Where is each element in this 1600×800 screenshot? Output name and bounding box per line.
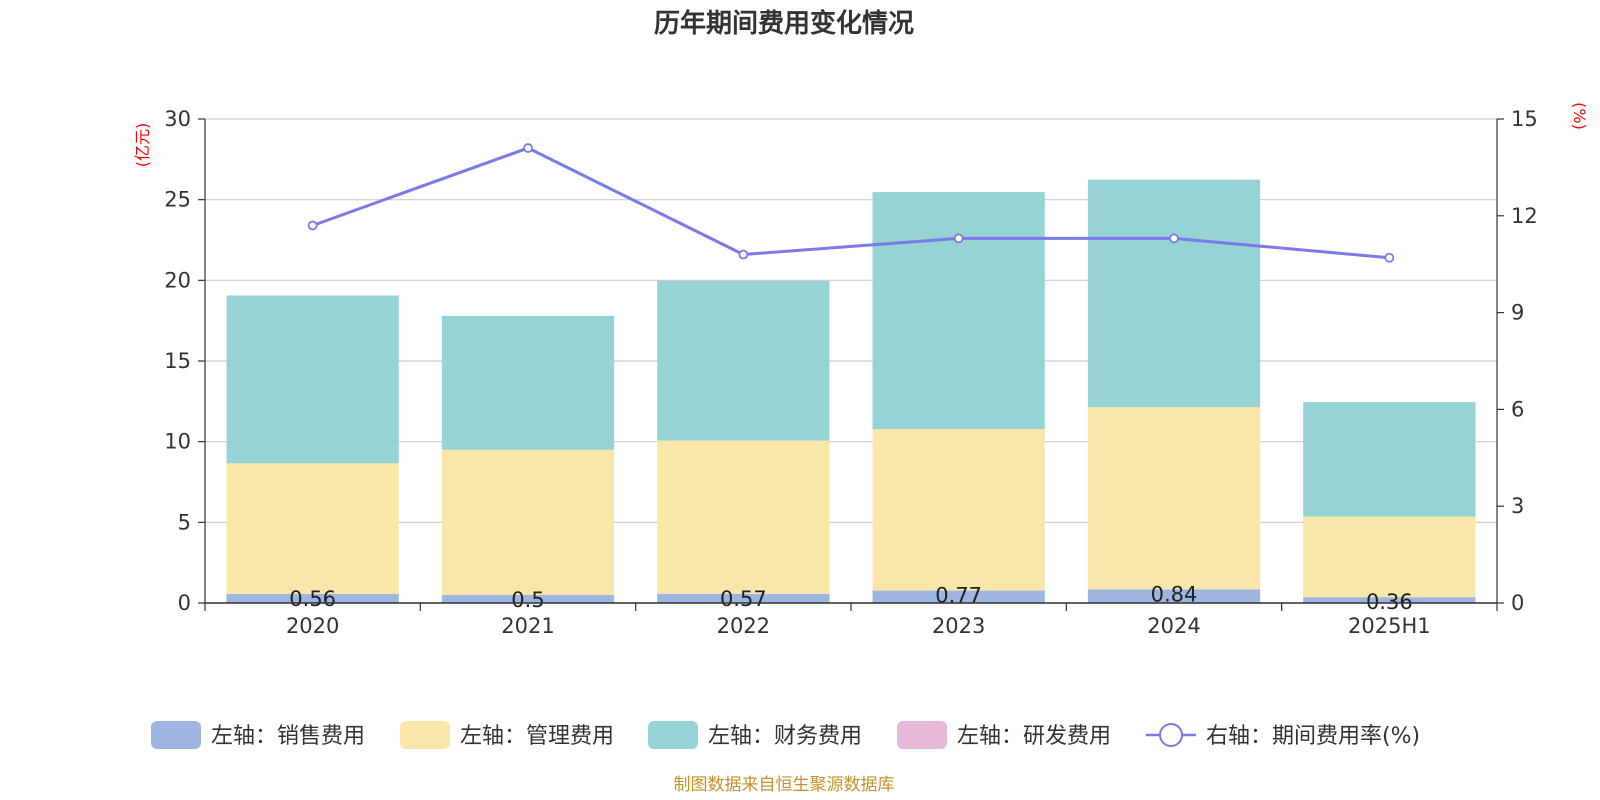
bar-segment <box>657 280 830 441</box>
legend-label: 左轴：销售费用 <box>211 724 365 749</box>
line-point <box>953 233 964 244</box>
bar-segment <box>657 593 830 603</box>
expense-rate-line <box>307 143 1395 263</box>
left-tick-label: 5 <box>178 510 191 534</box>
left-tick-label: 30 <box>164 107 191 131</box>
data-label: 0.36 <box>1366 590 1413 614</box>
axes: 0 5 10 15 20 25 30 0 3 6 9 12 15 2020 2021 2022 2023 2024… <box>164 107 1537 638</box>
legend-label: 左轴：财务费用 <box>708 724 862 749</box>
legend-swatch <box>897 721 947 749</box>
bar-segment <box>441 449 615 595</box>
bar-segment <box>872 590 1045 603</box>
x-tick-label: 2025H1 <box>1348 614 1431 638</box>
data-label: 0.77 <box>935 584 982 608</box>
bar-segment <box>226 593 399 603</box>
legend-swatch <box>400 721 450 749</box>
left-tick-label: 0 <box>178 591 191 615</box>
legend-label: 右轴：期间费用率(%) <box>1206 724 1420 749</box>
bar-segment <box>441 594 615 603</box>
data-label: 0.56 <box>289 587 336 611</box>
bar-segment <box>441 315 615 450</box>
legend-swatch <box>151 721 201 749</box>
bar-segment <box>1087 179 1261 408</box>
left-axis-unit: (亿元) <box>133 123 152 168</box>
x-tick-label: 2022 <box>717 614 770 638</box>
right-tick-label: 0 <box>1511 591 1524 615</box>
bar-segment <box>1303 516 1476 598</box>
bar-segment <box>657 440 830 594</box>
line-point <box>738 249 749 260</box>
legend-label: 左轴：研发费用 <box>957 724 1111 749</box>
bar-segment <box>1303 401 1476 517</box>
legend-swatch <box>648 721 698 749</box>
bar-segment <box>872 429 1045 591</box>
right-axis-unit: (%) <box>1570 102 1589 130</box>
right-tick-label: 3 <box>1511 494 1524 518</box>
bar-series: 0.56 0.5 0.57 0.77 0.84 0.36 <box>226 179 1476 614</box>
bar-segment <box>1303 597 1476 603</box>
x-tick-label: 2021 <box>501 614 554 638</box>
line-point <box>523 143 533 153</box>
x-tick-label: 2023 <box>932 614 985 638</box>
bar-segment <box>226 463 399 594</box>
left-tick-label: 10 <box>164 430 191 454</box>
line-point <box>1169 233 1179 244</box>
right-tick-label: 6 <box>1511 397 1524 421</box>
left-tick-label: 20 <box>164 268 191 292</box>
chart-title: 历年期间费用变化情况 <box>654 8 914 39</box>
data-label: 0.57 <box>720 587 767 611</box>
right-tick-label: 15 <box>1511 107 1538 131</box>
line-point <box>1384 252 1395 263</box>
right-tick-label: 12 <box>1511 204 1538 228</box>
legend: 左轴：销售费用 左轴：管理费用 左轴：财务费用 左轴：研发费用 右轴：期间费用率(%) <box>151 721 1420 749</box>
left-tick-label: 25 <box>164 188 191 212</box>
line-path <box>312 146 1390 260</box>
x-tick-label: 2024 <box>1147 614 1200 638</box>
right-tick-label: 9 <box>1511 301 1524 325</box>
bar-segment <box>1087 589 1261 603</box>
line-point <box>307 220 318 231</box>
left-tick-label: 15 <box>164 349 191 373</box>
source-note: 制图数据来自恒生聚源数据库 <box>674 775 895 795</box>
grid-lines <box>205 118 1497 604</box>
bar-segment <box>872 192 1045 430</box>
bar-segment <box>226 295 399 464</box>
data-label: 0.5 <box>511 588 544 612</box>
legend-label: 左轴：管理费用 <box>460 724 614 749</box>
legend-point-marker <box>1159 723 1183 747</box>
bar-segment <box>1087 407 1261 590</box>
x-tick-label: 2020 <box>286 614 339 638</box>
